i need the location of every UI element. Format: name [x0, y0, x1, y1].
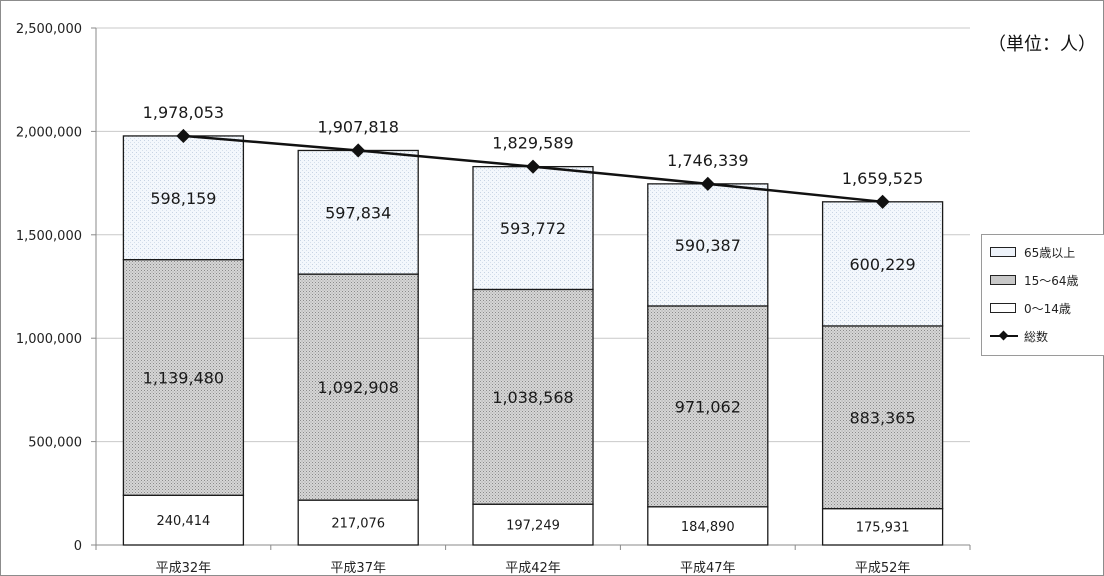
total-marker-4 [875, 194, 890, 209]
legend-label-0-14: 0～14歳 [1024, 301, 1071, 316]
y-tick-label-4: 2,000,000 [16, 125, 82, 140]
bar-segment-65plus-1 [297, 149, 419, 275]
bar-segment-65plus-2 [472, 165, 594, 291]
bar-segment-15-64-4 [821, 325, 944, 510]
x-category-labels: 平成32年 平成37年 平成42年 平成47年 平成52年 [156, 561, 911, 576]
legend-line-total-icon [990, 331, 1018, 341]
bar-segment-0-14-2 [472, 503, 594, 546]
stacked-bars [122, 135, 944, 546]
legend-swatch-65plus [990, 247, 1016, 257]
bar-segment-15-64-0 [122, 258, 245, 496]
bar-segment-65plus-0 [122, 135, 245, 261]
legend-label-15-64: 15～64歳 [1024, 273, 1079, 288]
bar-segment-65plus-3 [647, 183, 769, 307]
segment-value-label-1-4: 883,365 [850, 408, 916, 427]
total-value-label-2: 1,829,589 [492, 134, 573, 153]
legend-label-65plus: 65歳以上 [1024, 245, 1076, 260]
segment-value-label-0-2: 197,249 [506, 519, 560, 534]
segment-value-label-0-0: 240,414 [157, 514, 211, 529]
y-tick-labels: 0 500,000 1,000,000 1,500,000 2,000,000 2,500… [16, 22, 82, 554]
total-marker-3 [700, 176, 715, 191]
total-value-label-4: 1,659,525 [842, 169, 923, 188]
segment-value-label-1-2: 1,038,568 [492, 388, 573, 407]
segment-value-label-1-1: 1,092,908 [317, 378, 398, 397]
segment-value-label-0-1: 217,076 [331, 516, 385, 531]
total-value-label-0: 1,978,053 [143, 103, 224, 122]
legend-item-total: 総数 [990, 327, 1048, 345]
legend-item-15-64: 15～64歳 [990, 271, 1079, 289]
total-line: 1,978,053 1,907,818 1,829,589 1,746,339 1,65… [143, 103, 923, 209]
y-tick-label-3: 1,500,000 [16, 229, 82, 244]
unit-label: （単位：人） [988, 34, 1096, 55]
legend: 65歳以上 15～64歳 0～14歳 総数 [981, 234, 1104, 356]
segment-value-label-1-0: 1,139,480 [143, 369, 224, 388]
x-category-label-1: 平成37年 [330, 561, 386, 576]
segment-value-label-2-4: 600,229 [850, 255, 916, 274]
x-category-label-0: 平成32年 [156, 561, 212, 576]
segment-value-label-2-0: 598,159 [150, 189, 216, 208]
segment-value-label-1-3: 971,062 [675, 397, 741, 416]
bar-segment-0-14-1 [297, 499, 419, 546]
total-marker-2 [525, 159, 541, 174]
segment-value-label-0-4: 175,931 [856, 521, 910, 536]
y-tick-label-1: 500,000 [28, 436, 82, 451]
segment-value-label-2-1: 597,834 [325, 203, 391, 222]
segment-labels: 240,414 1,139,480 598,159 217,076 1,092,908 5… [143, 189, 916, 536]
total-value-label-3: 1,746,339 [667, 151, 748, 170]
bar-segment-15-64-2 [472, 288, 594, 505]
segment-value-label-0-3: 184,890 [681, 520, 735, 535]
bar-segment-15-64-1 [297, 273, 419, 501]
y-tick-label-5: 2,500,000 [16, 22, 82, 37]
legend-item-0-14: 0～14歳 [990, 299, 1071, 317]
total-marker-1 [351, 143, 366, 158]
x-category-label-4: 平成52年 [855, 561, 911, 576]
total-value-label-1: 1,907,818 [317, 117, 398, 136]
legend-swatch-0-14 [990, 303, 1016, 313]
segment-value-label-2-2: 593,772 [500, 219, 566, 238]
bar-segment-0-14-0 [122, 494, 245, 546]
y-tick-label-0: 0 [74, 539, 82, 554]
legend-swatch-15-64 [990, 275, 1016, 285]
segment-value-label-2-3: 590,387 [675, 236, 741, 255]
legend-label-total: 総数 [1024, 329, 1049, 344]
legend-item-65plus: 65歳以上 [990, 243, 1075, 261]
x-category-label-3: 平成47年 [680, 561, 736, 576]
total-marker-0 [176, 128, 191, 144]
x-category-label-2: 平成42年 [505, 561, 561, 576]
y-tick-label-2: 1,000,000 [16, 332, 82, 347]
bar-segment-65plus-4 [821, 201, 944, 327]
bar-segment-15-64-3 [647, 305, 769, 508]
bar-segment-0-14-4 [821, 507, 944, 546]
